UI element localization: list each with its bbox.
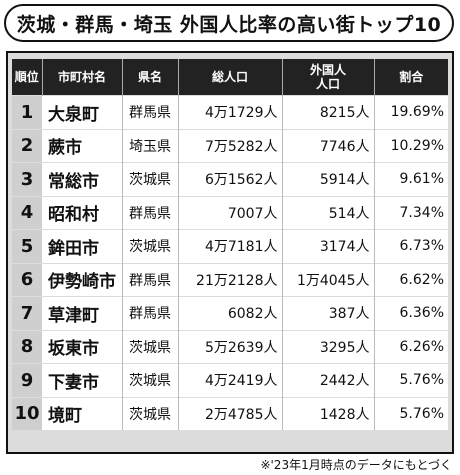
- city-cell: 大泉町: [42, 95, 122, 129]
- ratio-cell: 5.76%: [373, 396, 448, 430]
- rank-cell: 4: [12, 195, 42, 230]
- total-population-cell: 21万2128人: [177, 262, 282, 297]
- city-cell: 境町: [42, 396, 122, 430]
- rank-cell: 5: [12, 229, 42, 263]
- header-rank: 順位: [12, 59, 43, 96]
- prefecture-cell: 群馬県: [121, 296, 178, 330]
- city-cell: 昭和村: [42, 195, 122, 230]
- rank-cell: 2: [12, 128, 42, 163]
- table-row: 2 蕨市 埼玉県 7万5282人 7746人 10.29%: [12, 128, 448, 163]
- header-ratio: 割合: [374, 59, 448, 96]
- rank-cell: 1: [12, 95, 42, 129]
- rank-cell: 3: [12, 162, 42, 196]
- ratio-cell: 7.34%: [373, 195, 448, 230]
- city-cell: 下妻市: [42, 363, 122, 397]
- prefecture-cell: 群馬県: [121, 95, 178, 129]
- page-title: 茨城・群馬・埼玉 外国人比率の高い街トップ10: [4, 4, 454, 42]
- rank-cell: 9: [12, 363, 42, 397]
- header-prefecture: 県名: [122, 59, 179, 96]
- foreign-population-cell: 3174人: [281, 229, 374, 263]
- city-cell: 鉾田市: [42, 229, 122, 263]
- prefecture-cell: 群馬県: [121, 262, 178, 297]
- ranking-table-frame: 順位 市町村名 県名 総人口 外国人 人口 割合 1 大泉町 群馬県 4万1729人 8…: [6, 51, 454, 454]
- header-foreign-population: 外国人 人口: [282, 59, 375, 96]
- foreign-population-cell: 387人: [281, 296, 374, 330]
- rank-cell: 10: [12, 396, 42, 430]
- ranking-table: 順位 市町村名 県名 総人口 外国人 人口 割合 1 大泉町 群馬県 4万1729人 8…: [12, 59, 448, 430]
- table-row: 3 常総市 茨城県 6万1562人 5914人 9.61%: [12, 162, 448, 196]
- foreign-population-cell: 5914人: [281, 162, 374, 196]
- ratio-cell: 6.36%: [373, 296, 448, 330]
- foreign-population-cell: 2442人: [281, 363, 374, 397]
- header-total-population: 総人口: [178, 59, 283, 96]
- prefecture-cell: 茨城県: [121, 329, 178, 364]
- ratio-cell: 6.26%: [373, 329, 448, 364]
- rank-cell: 7: [12, 296, 42, 330]
- total-population-cell: 6082人: [177, 296, 282, 330]
- city-cell: 坂東市: [42, 329, 122, 364]
- ratio-cell: 6.62%: [373, 262, 448, 297]
- table-row: 5 鉾田市 茨城県 4万7181人 3174人 6.73%: [12, 229, 448, 263]
- city-cell: 常総市: [42, 162, 122, 196]
- foreign-population-cell: 1428人: [281, 396, 374, 430]
- ratio-cell: 9.61%: [373, 162, 448, 196]
- city-cell: 伊勢崎市: [42, 262, 122, 297]
- table-row: 1 大泉町 群馬県 4万1729人 8215人 19.69%: [12, 95, 448, 129]
- city-cell: 蕨市: [42, 128, 122, 163]
- table-row: 6 伊勢崎市 群馬県 21万2128人 1万4045人 6.62%: [12, 262, 448, 297]
- prefecture-cell: 茨城県: [121, 396, 178, 430]
- prefecture-cell: 群馬県: [121, 195, 178, 230]
- foreign-population-cell: 7746人: [281, 128, 374, 163]
- footnote: ※'23年1月時点のデータにもとづく: [260, 458, 452, 472]
- prefecture-cell: 埼玉県: [121, 128, 178, 163]
- foreign-population-cell: 514人: [281, 195, 374, 230]
- total-population-cell: 7007人: [177, 195, 282, 230]
- table-row: 9 下妻市 茨城県 4万2419人 2442人 5.76%: [12, 363, 448, 397]
- table-row: 8 坂東市 茨城県 5万2639人 3295人 6.26%: [12, 329, 448, 364]
- ratio-cell: 6.73%: [373, 229, 448, 263]
- rank-cell: 8: [12, 329, 42, 364]
- foreign-population-cell: 3295人: [281, 329, 374, 364]
- prefecture-cell: 茨城県: [121, 229, 178, 263]
- ratio-cell: 19.69%: [373, 95, 448, 129]
- total-population-cell: 4万1729人: [177, 95, 282, 129]
- prefecture-cell: 茨城県: [121, 363, 178, 397]
- rank-cell: 6: [12, 262, 42, 297]
- ratio-cell: 5.76%: [373, 363, 448, 397]
- total-population-cell: 6万1562人: [177, 162, 282, 196]
- total-population-cell: 5万2639人: [177, 329, 282, 364]
- prefecture-cell: 茨城県: [121, 162, 178, 196]
- total-population-cell: 4万7181人: [177, 229, 282, 263]
- header-city: 市町村名: [42, 59, 123, 96]
- total-population-cell: 2万4785人: [177, 396, 282, 430]
- total-population-cell: 4万2419人: [177, 363, 282, 397]
- table-row: 4 昭和村 群馬県 7007人 514人 7.34%: [12, 195, 448, 230]
- foreign-population-cell: 1万4045人: [281, 262, 374, 297]
- table-header-row: 順位 市町村名 県名 総人口 外国人 人口 割合: [12, 59, 448, 96]
- total-population-cell: 7万5282人: [177, 128, 282, 163]
- city-cell: 草津町: [42, 296, 122, 330]
- table-row: 7 草津町 群馬県 6082人 387人 6.36%: [12, 296, 448, 330]
- foreign-population-cell: 8215人: [281, 95, 374, 129]
- ratio-cell: 10.29%: [373, 128, 448, 163]
- table-row: 10 境町 茨城県 2万4785人 1428人 5.76%: [12, 396, 448, 430]
